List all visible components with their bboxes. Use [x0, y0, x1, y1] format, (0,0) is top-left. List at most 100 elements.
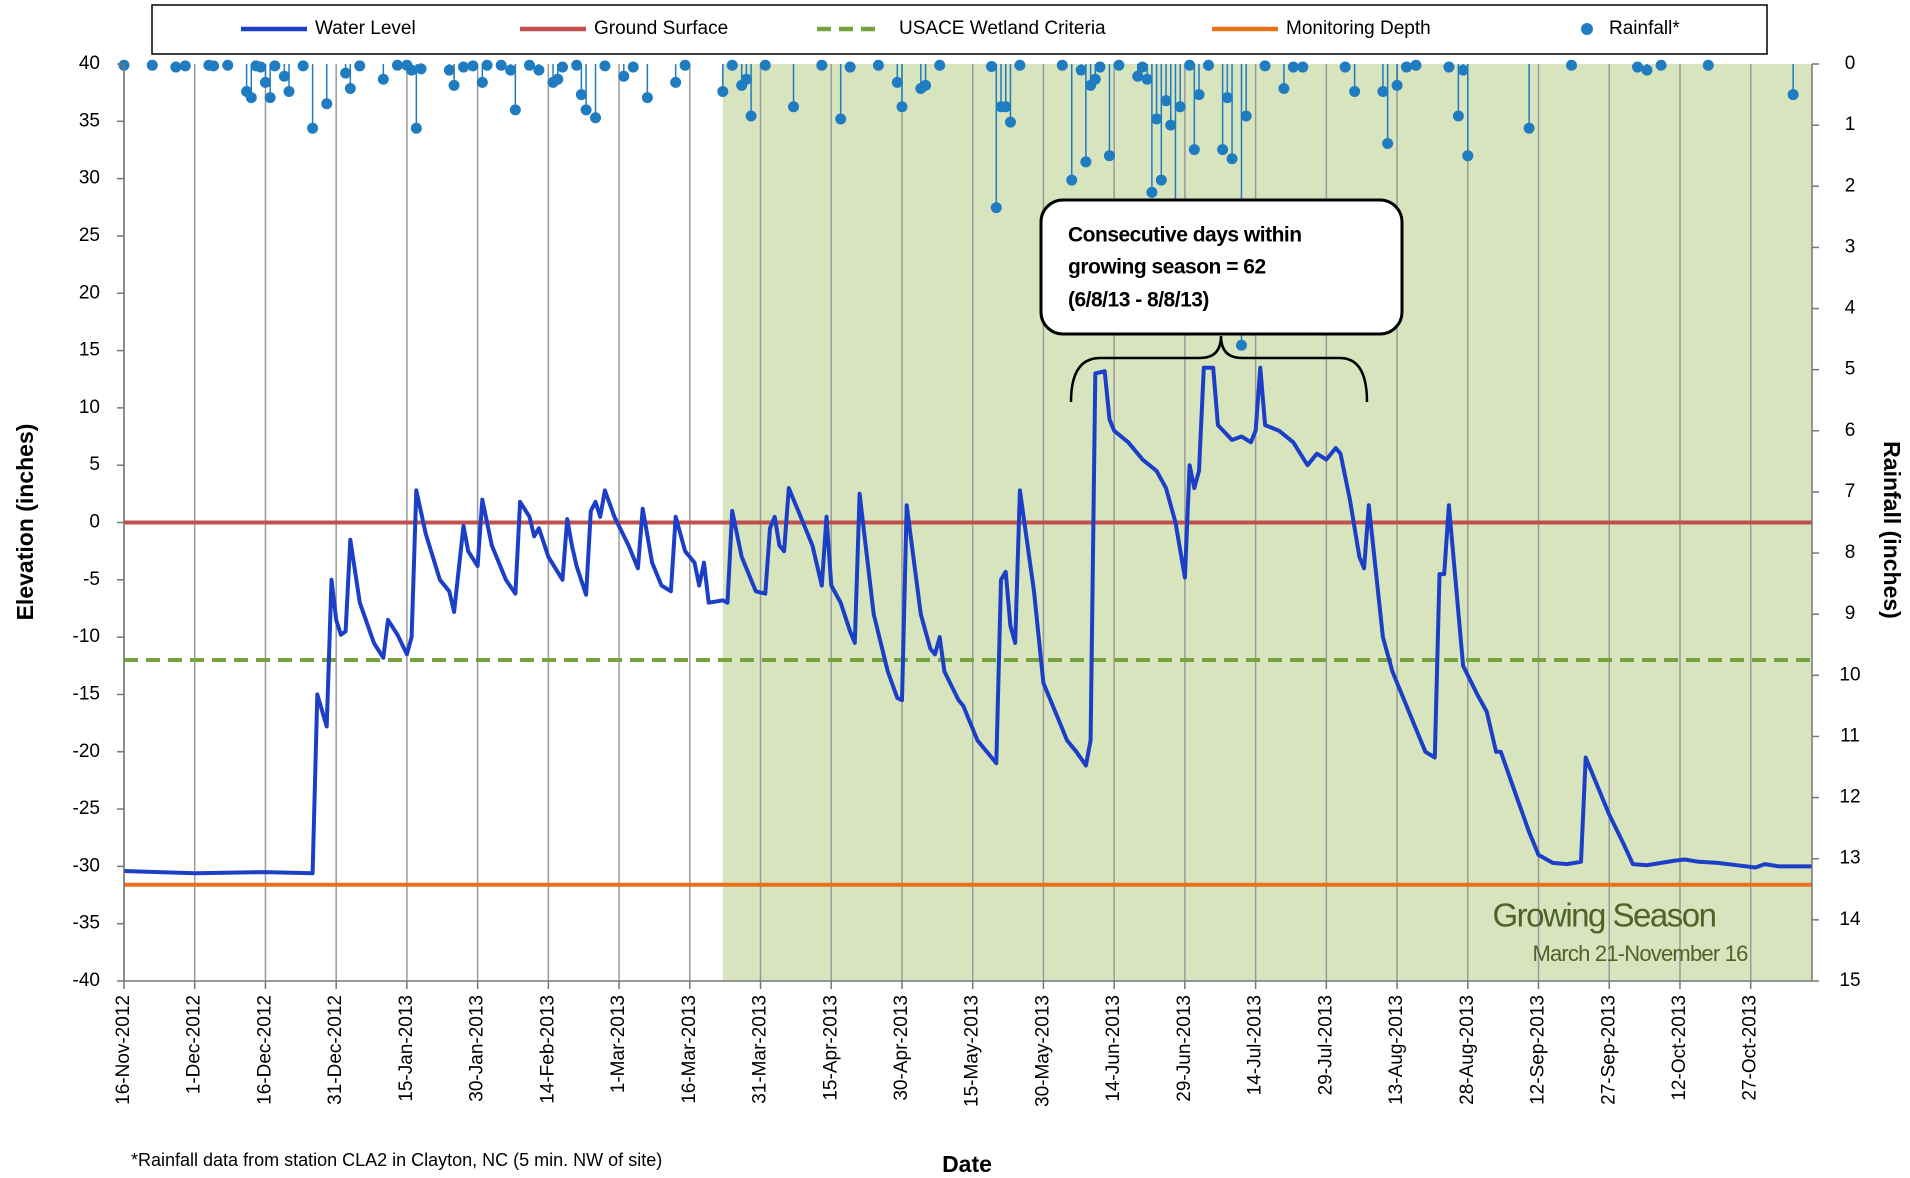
rainfall-point — [255, 61, 267, 73]
y2-tick-label: 8 — [1845, 542, 1856, 563]
rainfall-point — [1132, 70, 1144, 82]
shade-title: Growing Season — [1493, 897, 1716, 934]
y-tick-label: -30 — [73, 855, 100, 876]
y2-tick-label: 14 — [1839, 909, 1861, 930]
rainfall-point — [1066, 174, 1078, 186]
legend-swatch — [1581, 23, 1593, 35]
rainfall-point — [297, 60, 309, 72]
rainfall-point — [745, 110, 757, 122]
rainfall-point — [670, 76, 682, 88]
rainfall-point — [410, 122, 422, 134]
rainfall-point — [1000, 101, 1012, 113]
x-axis-title: Date — [942, 1151, 992, 1177]
y2-tick-label: 11 — [1840, 725, 1860, 746]
rainfall-point — [269, 60, 281, 72]
rainfall-point — [599, 60, 611, 72]
rainfall-point — [1410, 59, 1422, 71]
rainfall-point — [467, 60, 479, 72]
rainfall-point — [1014, 59, 1026, 71]
rainfall-point — [1566, 59, 1578, 71]
x-tick-label: 31-Dec-2012 — [325, 995, 346, 1105]
y-tick-label: 5 — [89, 454, 100, 475]
rainfall-point — [391, 59, 403, 71]
y2-axis-title: Rainfall (inches) — [1879, 441, 1905, 619]
rainfall-point — [872, 59, 884, 71]
y-tick-label: -5 — [83, 569, 100, 590]
y2-tick-label: 1 — [1845, 114, 1856, 135]
y2-tick-label: 2 — [1845, 175, 1856, 196]
callout-line: growing season = 62 — [1068, 256, 1266, 279]
rainfall-point — [1462, 150, 1474, 162]
rainfall-point — [1165, 119, 1177, 131]
rainfall-point — [844, 61, 856, 73]
rainfall-point — [641, 92, 653, 104]
rainfall-point — [1443, 61, 1455, 73]
rainfall-point — [1382, 137, 1394, 149]
rainfall-point — [1641, 64, 1653, 76]
rainfall-point — [1787, 89, 1799, 101]
rainfall-point — [1240, 110, 1252, 122]
rainfall-point — [344, 82, 356, 94]
rainfall-point — [509, 104, 521, 116]
rainfall-point — [557, 61, 569, 73]
rainfall-point — [1193, 89, 1205, 101]
rainfall-point — [1155, 174, 1167, 186]
x-tick-label: 15-Apr-2013 — [820, 995, 841, 1101]
y-tick-label: 20 — [79, 282, 100, 303]
rainfall-point — [1174, 101, 1186, 113]
y2-tick-label: 9 — [1845, 603, 1856, 624]
rainfall-point — [1184, 59, 1196, 71]
rainfall-point — [1297, 61, 1309, 73]
rainfall-point — [896, 101, 908, 113]
x-tick-label: 30-Apr-2013 — [891, 995, 912, 1101]
rainfall-point — [552, 73, 564, 85]
rainfall-point — [1075, 64, 1087, 76]
x-tick-label: 1-Mar-2013 — [608, 995, 629, 1093]
reference-lines — [124, 520, 1812, 887]
x-tick-label: 29-Jul-2013 — [1315, 995, 1336, 1095]
water-level-line — [123, 365, 1812, 876]
x-tick-label: 30-May-2013 — [1032, 995, 1053, 1107]
rainfall-point — [1056, 59, 1068, 71]
legend-label: USACE Wetland Criteria — [899, 18, 1106, 39]
y-tick-label: -40 — [73, 970, 100, 991]
rainfall-point — [990, 202, 1002, 214]
y-tick-label: -15 — [73, 683, 100, 704]
callout-box — [1039, 198, 1404, 336]
rainfall-point — [476, 76, 488, 88]
rainfall-point — [590, 112, 602, 124]
legend-label: Ground Surface — [594, 18, 728, 39]
rainfall-point — [448, 79, 460, 91]
y-tick-label: 0 — [89, 512, 100, 533]
y2-tick-label: 10 — [1839, 664, 1860, 685]
y-tick-label: 30 — [79, 168, 100, 189]
rainfall-point — [759, 59, 771, 71]
rainfall-point — [533, 64, 545, 76]
y-tick-label: -35 — [73, 913, 100, 934]
rainfall-point — [495, 59, 507, 71]
rainfall-point — [222, 59, 234, 71]
shade-subtitle: March 21-November 16 — [1532, 941, 1748, 966]
x-tick-label: 1-Dec-2012 — [184, 995, 205, 1094]
rainfall-point — [1278, 82, 1290, 94]
rainfall-point — [1349, 86, 1361, 98]
rainfall-point — [1259, 60, 1271, 72]
rainfall-point — [146, 59, 158, 71]
rainfall-point — [934, 59, 946, 71]
x-tick-label: 16-Nov-2012 — [113, 995, 134, 1105]
rainfall-point — [740, 73, 752, 85]
rainfall-point — [1146, 186, 1158, 198]
y2-tick-label: 4 — [1845, 298, 1856, 319]
y2-tick-label: 7 — [1845, 481, 1856, 502]
rainfall-point — [1113, 59, 1125, 71]
x-tick-label: 16-Mar-2013 — [679, 995, 700, 1104]
rainfall-point — [1202, 59, 1214, 71]
rainfall-point — [505, 64, 517, 76]
y2-tick-label: 12 — [1839, 787, 1860, 808]
x-tick-label: 28-Aug-2013 — [1457, 995, 1478, 1105]
rainfall-point — [1004, 116, 1016, 128]
rainfall-point — [1226, 153, 1238, 165]
legend-box — [151, 4, 1768, 55]
y-tick-label: -25 — [73, 798, 100, 819]
callout-line: Consecutive days within — [1068, 224, 1302, 247]
